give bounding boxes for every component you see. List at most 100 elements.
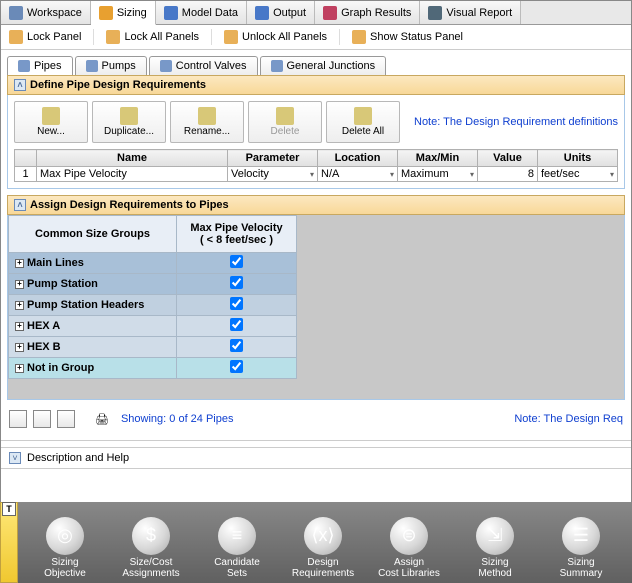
assign-checkbox[interactable] — [230, 318, 243, 331]
chevron-down-icon[interactable]: ▾ — [470, 170, 474, 179]
subtab-icon — [86, 60, 98, 72]
units-cell[interactable]: feet/sec▾ — [538, 167, 618, 182]
view-mode-1-button[interactable] — [9, 410, 27, 428]
view-mode-3-button[interactable] — [57, 410, 75, 428]
nav-label: SizingObjective — [44, 557, 86, 579]
lock-icon — [9, 30, 23, 44]
expand-icon[interactable]: + — [15, 364, 24, 373]
unlock-all-panels-button[interactable]: Unlock All Panels — [224, 30, 327, 44]
subtab-control-valves[interactable]: Control Valves — [149, 56, 258, 75]
groups-header: Common Size Groups — [9, 216, 177, 253]
lock-panel-button[interactable]: Lock Panel — [9, 30, 81, 44]
subtab-pipes[interactable]: Pipes — [7, 56, 73, 75]
nav-size-cost[interactable]: $Size/CostAssignments — [108, 517, 194, 579]
column-header[interactable]: Value — [478, 150, 538, 167]
collapse-icon[interactable]: ˄ — [14, 79, 26, 91]
location-cell[interactable]: N/A▾ — [318, 167, 398, 182]
column-header[interactable] — [15, 150, 37, 167]
nav-assign[interactable]: ⊜AssignCost Libraries — [366, 517, 452, 579]
panel-title: Assign Design Requirements to Pipes — [30, 199, 229, 211]
lock-icon — [224, 30, 238, 44]
group-label: Not in Group — [27, 362, 94, 374]
assign-row[interactable]: +Pump Station — [9, 274, 297, 295]
nav-design[interactable]: ⟨x⟩DesignRequirements — [280, 517, 366, 579]
group-label: Main Lines — [27, 257, 84, 269]
nav-icon: ☰ — [562, 517, 600, 555]
assign-checkbox[interactable] — [230, 276, 243, 289]
assign-checkbox[interactable] — [230, 360, 243, 373]
name-cell[interactable]: Max Pipe Velocity — [37, 167, 228, 182]
tool-icon — [42, 107, 60, 125]
tool-icon — [354, 107, 372, 125]
assign-row[interactable]: +HEX B — [9, 337, 297, 358]
view-mode-2-button[interactable] — [33, 410, 51, 428]
chevron-down-icon[interactable]: ▾ — [610, 170, 614, 179]
expand-icon[interactable]: + — [15, 343, 24, 352]
bottom-nav: ◎SizingObjective$Size/CostAssignments≡Ca… — [18, 512, 632, 583]
nav-sizing[interactable]: ⇲SizingMethod — [452, 517, 538, 579]
assign-checkbox[interactable] — [230, 339, 243, 352]
nav-sizing[interactable]: ◎SizingObjective — [22, 517, 108, 579]
table-row[interactable]: 1 Max Pipe Velocity Velocity▾ N/A▾ Maxim… — [15, 167, 618, 182]
assign-row[interactable]: +Pump Station Headers — [9, 295, 297, 316]
tab-graph-results[interactable]: Graph Results — [315, 1, 420, 24]
tab-model-data[interactable]: Model Data — [156, 1, 247, 24]
parameter-cell[interactable]: Velocity▾ — [228, 167, 318, 182]
tool-icon — [198, 107, 216, 125]
expand-icon[interactable]: ˅ — [9, 452, 21, 464]
chevron-down-icon[interactable]: ▾ — [390, 170, 394, 179]
rename-button[interactable]: Rename... — [170, 101, 244, 143]
delete-all-button[interactable]: Delete All — [326, 101, 400, 143]
nav-sizing[interactable]: ☰SizingSummary — [538, 517, 624, 579]
column-header[interactable]: Units — [538, 150, 618, 167]
expand-icon[interactable]: + — [15, 322, 24, 331]
show-status-panel-button[interactable]: Show Status Panel — [352, 30, 463, 44]
lock-panel-bar: Lock Panel Lock All Panels Unlock All Pane… — [1, 25, 631, 50]
expand-icon[interactable]: + — [15, 259, 24, 268]
column-header[interactable]: Location — [318, 150, 398, 167]
new-button[interactable]: New... — [14, 101, 88, 143]
t-indicator[interactable]: T — [2, 502, 16, 516]
lock-all-panels-button[interactable]: Lock All Panels — [106, 30, 199, 44]
note-text: Note: The Design Req — [514, 413, 623, 425]
assign-grid: Common Size Groups Max Pipe Velocity ( <… — [8, 215, 297, 379]
tab-visual-report[interactable]: Visual Report — [420, 1, 521, 24]
tab-workspace[interactable]: Workspace — [1, 1, 91, 24]
nav-candidate[interactable]: ≡CandidateSets — [194, 517, 280, 579]
subtab-general-junctions[interactable]: General Junctions — [260, 56, 387, 75]
chevron-down-icon[interactable]: ▾ — [310, 170, 314, 179]
assign-checkbox[interactable] — [230, 297, 243, 310]
expand-icon[interactable]: + — [15, 301, 24, 310]
filter-icon[interactable]: 🖨 — [95, 413, 109, 426]
expand-icon[interactable]: + — [15, 280, 24, 289]
assign-row[interactable]: +Not in Group — [9, 358, 297, 379]
nav-icon: ≡ — [218, 517, 256, 555]
nav-icon: ⇲ — [476, 517, 514, 555]
maxmin-cell[interactable]: Maximum▾ — [398, 167, 478, 182]
value-cell[interactable]: 8 — [478, 167, 538, 182]
subtab-pumps[interactable]: Pumps — [75, 56, 147, 75]
tab-output[interactable]: Output — [247, 1, 315, 24]
column-header[interactable]: Max/Min — [398, 150, 478, 167]
column-header[interactable]: Parameter — [228, 150, 318, 167]
panel-title: Define Pipe Design Requirements — [30, 79, 206, 91]
lock-icon — [106, 30, 120, 44]
tab-sizing[interactable]: Sizing — [91, 1, 156, 25]
subtab-icon — [18, 60, 30, 72]
duplicate-button[interactable]: Duplicate... — [92, 101, 166, 143]
column-header[interactable]: Name — [37, 150, 228, 167]
nav-label: Size/CostAssignments — [122, 557, 179, 579]
subtab-icon — [271, 60, 283, 72]
note-text: Note: The Design Requirement definitions… — [414, 116, 618, 128]
collapse-icon[interactable]: ˄ — [14, 199, 26, 211]
nav-label: AssignCost Libraries — [378, 557, 440, 579]
group-label: HEX B — [27, 341, 61, 353]
nav-icon: $ — [132, 517, 170, 555]
description-bar: ˅ Description and Help — [1, 447, 631, 469]
tab-icon — [323, 6, 337, 20]
assign-row[interactable]: +Main Lines — [9, 253, 297, 274]
assign-row[interactable]: +HEX A — [9, 316, 297, 337]
assign-checkbox[interactable] — [230, 255, 243, 268]
tool-icon — [120, 107, 138, 125]
nav-label: DesignRequirements — [292, 557, 354, 579]
